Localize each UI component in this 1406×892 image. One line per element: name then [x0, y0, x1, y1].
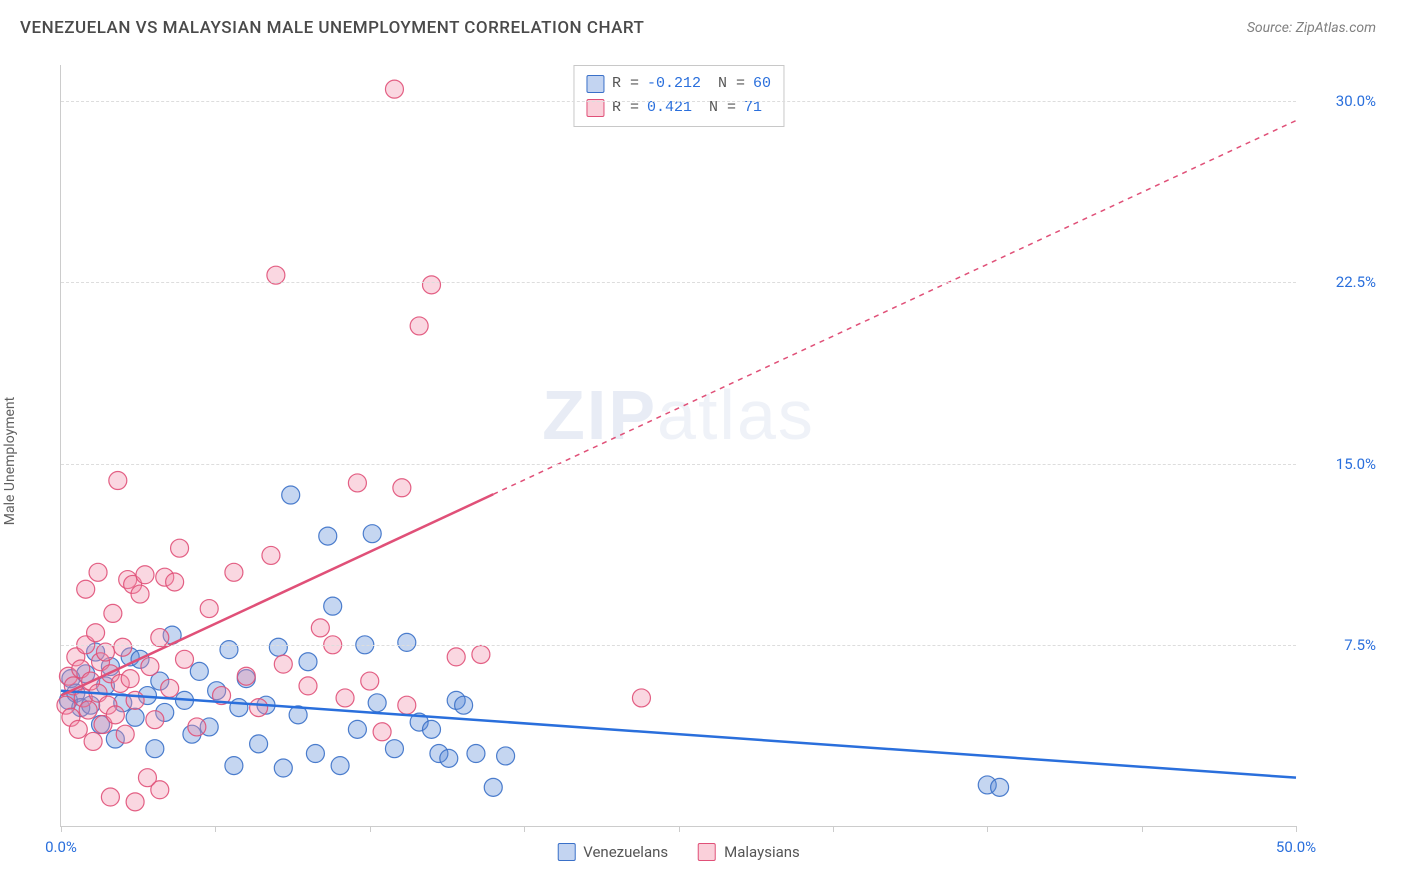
data-point-malaysians: [361, 672, 379, 690]
data-point-venezuelans: [220, 641, 238, 659]
legend-item-venezuelans: Venezuelans: [557, 843, 668, 861]
data-point-venezuelans: [269, 638, 287, 656]
data-point-malaysians: [101, 788, 119, 806]
data-point-venezuelans: [324, 597, 342, 615]
data-point-malaysians: [77, 580, 95, 598]
chart-container: Male Unemployment ZIPatlas R = -0.212 N …: [20, 55, 1386, 867]
data-point-malaysians: [393, 479, 411, 497]
data-point-malaysians: [447, 648, 465, 666]
y-tick-label: 30.0%: [1306, 92, 1376, 110]
bottom-legend: Venezuelans Malaysians: [557, 843, 800, 861]
data-point-venezuelans: [398, 633, 416, 651]
data-point-malaysians: [632, 689, 650, 707]
data-point-venezuelans: [225, 757, 243, 775]
x-tick-label: 50.0%: [1276, 838, 1316, 856]
data-point-venezuelans: [190, 662, 208, 680]
data-point-malaysians: [126, 793, 144, 811]
data-point-venezuelans: [440, 749, 458, 767]
data-point-venezuelans: [282, 486, 300, 504]
data-point-malaysians: [237, 667, 255, 685]
data-point-malaysians: [116, 725, 134, 743]
data-point-malaysians: [410, 317, 428, 335]
data-point-venezuelans: [126, 708, 144, 726]
data-point-malaysians: [146, 711, 164, 729]
data-point-malaysians: [151, 781, 169, 799]
swatch-pink-icon: [698, 843, 716, 861]
y-axis-label: Male Unemployment: [2, 397, 18, 525]
plot-area: ZIPatlas R = -0.212 N = 60 R = 0.421 N =…: [60, 65, 1296, 827]
data-point-venezuelans: [299, 653, 317, 671]
data-point-malaysians: [69, 720, 87, 738]
data-point-malaysians: [109, 472, 127, 490]
data-point-venezuelans: [423, 720, 441, 738]
swatch-blue-icon: [586, 75, 604, 93]
data-point-malaysians: [348, 474, 366, 492]
legend-item-malaysians: Malaysians: [698, 843, 800, 861]
data-point-malaysians: [114, 638, 132, 656]
data-point-malaysians: [299, 677, 317, 695]
data-point-malaysians: [84, 732, 102, 750]
data-point-malaysians: [166, 573, 184, 591]
data-point-venezuelans: [991, 778, 1009, 796]
data-point-venezuelans: [363, 525, 381, 543]
data-point-venezuelans: [331, 757, 349, 775]
trend-line-venezuelans: [61, 691, 1296, 778]
data-point-malaysians: [250, 699, 268, 717]
data-point-malaysians: [87, 624, 105, 642]
data-point-venezuelans: [455, 696, 473, 714]
data-point-malaysians: [89, 563, 107, 581]
data-point-venezuelans: [385, 740, 403, 758]
data-point-malaysians: [106, 706, 124, 724]
correlation-stats-box: R = -0.212 N = 60 R = 0.421 N = 71: [573, 65, 784, 127]
data-point-malaysians: [225, 563, 243, 581]
data-point-malaysians: [141, 658, 159, 676]
data-point-venezuelans: [306, 745, 324, 763]
data-point-malaysians: [79, 701, 97, 719]
trend-line-dash-malaysians: [493, 121, 1296, 495]
data-point-malaysians: [274, 655, 292, 673]
y-tick-label: 7.5%: [1306, 636, 1376, 654]
y-tick-label: 15.0%: [1306, 455, 1376, 473]
data-point-venezuelans: [348, 720, 366, 738]
data-point-malaysians: [171, 539, 189, 557]
data-point-venezuelans: [146, 740, 164, 758]
data-point-malaysians: [104, 604, 122, 622]
data-point-malaysians: [121, 670, 139, 688]
stats-row-malaysians: R = 0.421 N = 71: [586, 96, 771, 120]
data-point-malaysians: [188, 718, 206, 736]
data-point-malaysians: [131, 585, 149, 603]
data-point-venezuelans: [368, 694, 386, 712]
data-point-venezuelans: [497, 747, 515, 765]
data-point-malaysians: [373, 723, 391, 741]
data-point-malaysians: [423, 276, 441, 294]
data-point-malaysians: [398, 696, 416, 714]
data-point-venezuelans: [274, 759, 292, 777]
data-point-malaysians: [472, 645, 490, 663]
data-point-malaysians: [161, 679, 179, 697]
scatter-svg: [61, 65, 1296, 826]
data-point-venezuelans: [230, 699, 248, 717]
y-tick-label: 22.5%: [1306, 273, 1376, 291]
data-point-malaysians: [262, 546, 280, 564]
data-point-malaysians: [126, 691, 144, 709]
data-point-malaysians: [176, 650, 194, 668]
data-point-venezuelans: [319, 527, 337, 545]
stats-row-venezuelans: R = -0.212 N = 60: [586, 72, 771, 96]
x-tick-label: 0.0%: [45, 838, 77, 856]
data-point-venezuelans: [467, 745, 485, 763]
data-point-malaysians: [385, 80, 403, 98]
data-point-malaysians: [311, 619, 329, 637]
chart-title: VENEZUELAN VS MALAYSIAN MALE UNEMPLOYMEN…: [20, 18, 644, 38]
data-point-malaysians: [200, 600, 218, 618]
swatch-blue-icon: [557, 843, 575, 861]
data-point-malaysians: [336, 689, 354, 707]
data-point-malaysians: [136, 566, 154, 584]
data-point-venezuelans: [250, 735, 268, 753]
source-attribution: Source: ZipAtlas.com: [1247, 20, 1376, 36]
data-point-venezuelans: [484, 778, 502, 796]
